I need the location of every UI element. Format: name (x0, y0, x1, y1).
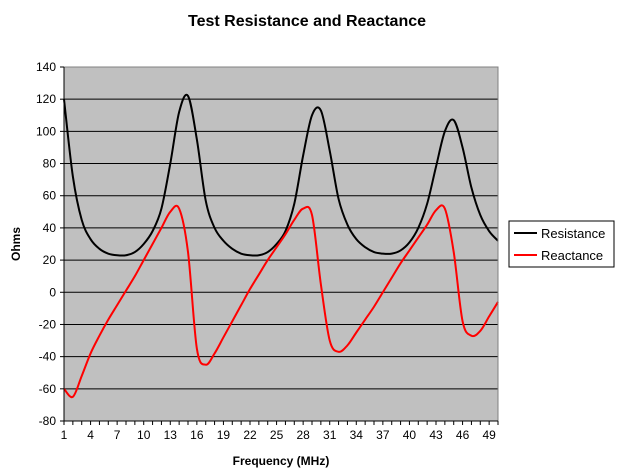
x-tick-label-1: 4 (87, 428, 94, 442)
series-line-resistance (63, 93, 499, 257)
y-tick-label-2: -40 (39, 350, 57, 364)
y-tick-label-9: 100 (36, 124, 56, 138)
y-tick-label-10: 120 (36, 92, 56, 106)
y-tick-label-7: 60 (43, 189, 57, 203)
y-tick-label-5: 20 (43, 253, 57, 267)
x-tick-label-0: 1 (61, 428, 68, 442)
y-axis-ticks: -80 -60 -40 -20 0 20 40 60 80 100 120 140 (36, 60, 64, 428)
y-axis-title: Ohms (9, 227, 23, 261)
y-tick-label-0: -80 (39, 414, 57, 428)
axes (63, 66, 499, 422)
x-tick-label-2: 7 (114, 428, 121, 442)
x-tick-label-3: 10 (137, 428, 151, 442)
series-lines (63, 93, 499, 399)
legend-label-reactance: Reactance (541, 248, 603, 263)
x-tick-label-8: 25 (270, 428, 284, 442)
y-tick-label-3: -20 (39, 317, 57, 331)
x-tick-label-7: 22 (243, 428, 257, 442)
y-tick-label-6: 40 (43, 221, 57, 235)
y-tick-label-4: 0 (49, 285, 56, 299)
x-tick-label-13: 40 (403, 428, 417, 442)
plot-area (64, 67, 498, 421)
y-tick-label-11: 140 (36, 60, 56, 74)
legend-box (508, 220, 615, 268)
x-tick-label-9: 28 (296, 428, 310, 442)
x-tick-label-4: 13 (164, 428, 178, 442)
x-tick-label-6: 19 (217, 428, 231, 442)
x-tick-label-10: 31 (323, 428, 337, 442)
x-axis-ticks: 1 4 7 10 13 16 19 22 25 28 31 34 37 40 43 46 49 (61, 421, 499, 442)
chart-title: Test Resistance and Reactance (188, 13, 426, 30)
legend: Resistance Reactance (508, 220, 615, 268)
x-tick-label-15: 46 (456, 428, 470, 442)
legend-label-resistance: Resistance (541, 226, 605, 241)
x-tick-label-5: 16 (190, 428, 204, 442)
legend-items: Resistance Reactance (514, 226, 605, 263)
series-line-reactance (63, 204, 499, 399)
x-tick-label-11: 34 (350, 428, 364, 442)
x-tick-label-12: 37 (376, 428, 390, 442)
x-axis-title: Frequency (MHz) (233, 454, 330, 468)
x-tick-label-14: 43 (429, 428, 443, 442)
y-tick-label-1: -60 (39, 382, 57, 396)
y-tick-label-8: 80 (43, 157, 57, 171)
x-tick-label-16: 49 (482, 428, 496, 442)
